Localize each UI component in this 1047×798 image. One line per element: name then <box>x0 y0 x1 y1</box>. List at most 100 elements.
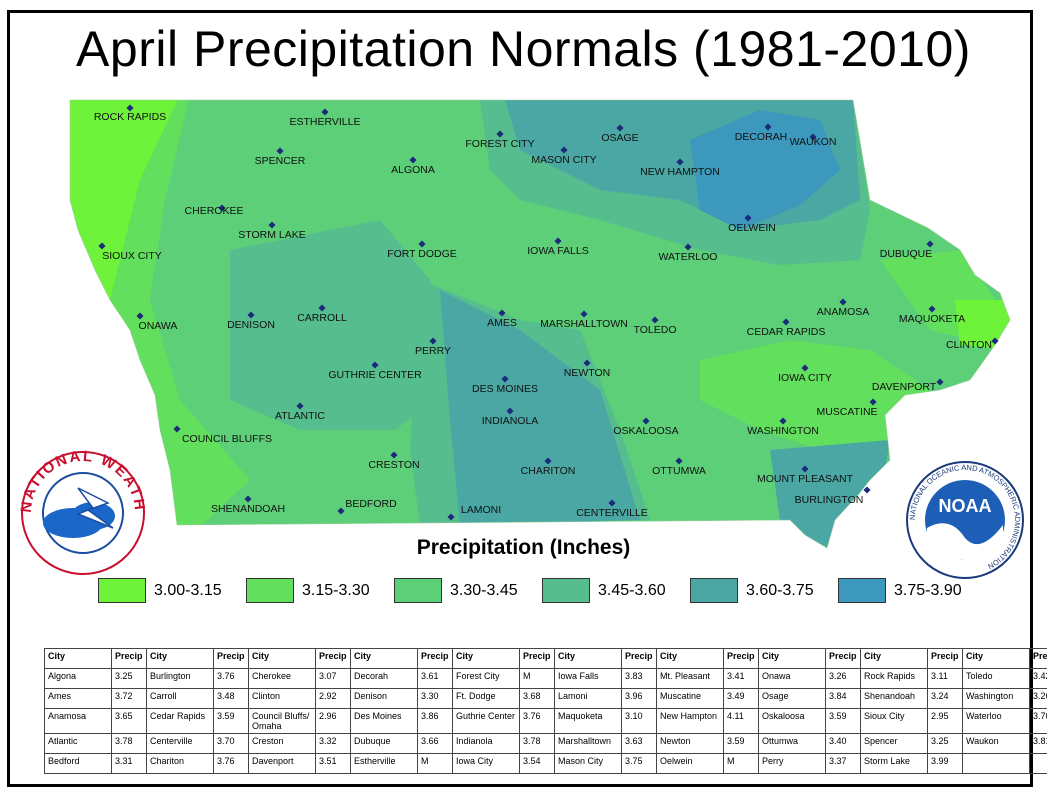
city-marker: DAVENPORT <box>872 378 944 393</box>
table-city-cell: Ames <box>44 688 112 709</box>
city-dot <box>863 486 871 494</box>
city-marker: FOREST CITY <box>465 130 535 150</box>
table-precip-cell: 3.41 <box>723 668 759 689</box>
city-label: MAQUOKETA <box>899 313 965 325</box>
table-row: Algona 3.25 Burlington 3.76 Cherokee 3.07 Deco… <box>44 668 1047 689</box>
city-label: NEW HAMPTON <box>640 166 720 178</box>
table-precip-cell: 3.54 <box>519 753 555 774</box>
table-city-cell: Osage <box>758 688 826 709</box>
table-precip-cell: 3.83 <box>621 668 657 689</box>
city-dot <box>496 130 504 138</box>
city-marker: MARSHALLTOWN <box>540 310 628 330</box>
city-marker: IOWA CITY <box>778 364 832 384</box>
city-dot <box>583 359 591 367</box>
city-dot <box>268 221 276 229</box>
table-precip-cell: 3.76 <box>213 668 249 689</box>
table-header-cell: Precip <box>213 648 249 669</box>
table-header-cell: City <box>452 648 520 669</box>
table-precip-cell: 3.70 <box>1029 708 1047 734</box>
table-header-cell: City <box>962 648 1030 669</box>
city-marker: CLINTON <box>946 337 999 351</box>
table-header-cell: Precip <box>927 648 963 669</box>
city-dot <box>801 364 809 372</box>
city-marker: WAUKON <box>790 133 836 148</box>
city-label: CENTERVILLE <box>576 507 648 519</box>
nws-logo: NATIONAL WEATHER SERVICE <box>18 448 146 575</box>
city-label: WATERLOO <box>659 251 718 263</box>
city-label: DENISON <box>227 319 275 331</box>
city-dot <box>501 375 509 383</box>
legend-label: 3.00-3.15 <box>154 581 222 599</box>
city-dot <box>244 495 252 503</box>
city-label: DAVENPORT <box>872 381 937 393</box>
table-header-cell: Precip <box>417 648 453 669</box>
city-label: IOWA CITY <box>778 372 832 384</box>
city-dot <box>218 204 226 212</box>
city-dot <box>498 309 506 317</box>
legend-swatch <box>542 578 590 603</box>
table-city-cell: Guthrie Center <box>452 708 520 734</box>
city-marker: MUSCATINE <box>816 398 878 418</box>
legend-swatch <box>838 578 886 603</box>
table-precip-cell <box>1029 753 1047 774</box>
city-dot <box>936 378 944 386</box>
city-label: FORT DODGE <box>387 248 457 260</box>
iowa-precip-map: ROCK RAPIDS ESTHERVILLE FOREST CITY OSAGE DE… <box>69 99 1011 549</box>
city-marker: ALGONA <box>391 156 435 176</box>
city-dot <box>126 104 134 112</box>
city-dot <box>684 243 692 251</box>
table-precip-cell: 3.25 <box>111 668 147 689</box>
table-precip-cell: 3.70 <box>213 733 249 754</box>
table-precip-cell: 3.76 <box>519 708 555 734</box>
table-precip-cell: 3.31 <box>111 753 147 774</box>
city-dot <box>544 457 552 465</box>
table-city-cell: Creston <box>248 733 316 754</box>
table-city-cell: Cedar Rapids <box>146 708 214 734</box>
city-label: IOWA FALLS <box>527 245 588 257</box>
city-layer: ROCK RAPIDS ESTHERVILLE FOREST CITY OSAGE DE… <box>94 104 999 521</box>
city-label: AMES <box>487 317 517 329</box>
legend-swatch <box>246 578 294 603</box>
table-precip-cell: 4.11 <box>723 708 759 734</box>
city-dot <box>296 402 304 410</box>
city-dot <box>390 451 398 459</box>
city-dot <box>276 147 284 155</box>
table-precip-cell: 3.48 <box>213 688 249 709</box>
table-row: Ames 3.72 Carroll 3.48 Clinton 2.92 Denison 3.3… <box>44 688 1047 709</box>
city-dot <box>651 316 659 324</box>
city-label: PERRY <box>415 345 451 357</box>
city-dot <box>616 124 624 132</box>
city-label: MASON CITY <box>531 154 596 166</box>
table-precip-cell: 3.78 <box>111 733 147 754</box>
table-precip-cell: 3.68 <box>519 688 555 709</box>
city-marker: DENISON <box>227 311 275 331</box>
table-precip-cell: 2.96 <box>315 708 351 734</box>
city-marker: GUTHRIE CENTER <box>328 361 422 381</box>
table-city-cell: Spencer <box>860 733 928 754</box>
legend-swatch <box>394 578 442 603</box>
city-marker: INDIANOLA <box>482 407 538 427</box>
city-dot <box>98 242 106 250</box>
city-label: ANAMOSA <box>817 306 870 318</box>
table-city-cell: Waterloo <box>962 708 1030 734</box>
table-city-cell: Shenandoah <box>860 688 928 709</box>
legend-label: 3.75-3.90 <box>894 581 962 599</box>
city-dot <box>554 237 562 245</box>
table-precip-cell: 3.07 <box>315 668 351 689</box>
table-city-cell: Des Moines <box>350 708 418 734</box>
table-header-cell: City <box>146 648 214 669</box>
city-marker: LAMONI <box>447 504 501 521</box>
table-precip-cell: 3.81 <box>1029 733 1047 754</box>
city-label: ATLANTIC <box>275 410 325 422</box>
table-city-cell: Estherville <box>350 753 418 774</box>
city-dot <box>247 311 255 319</box>
city-label: LAMONI <box>461 504 501 516</box>
table-city-cell: Dubuque <box>350 733 418 754</box>
legend-swatch <box>98 578 146 603</box>
table-city-cell: Forest City <box>452 668 520 689</box>
table-city-cell <box>962 753 1030 774</box>
city-marker: CHARITON <box>521 457 575 477</box>
city-dot <box>642 417 650 425</box>
city-marker: ANAMOSA <box>817 298 870 318</box>
table-city-cell: Decorah <box>350 668 418 689</box>
